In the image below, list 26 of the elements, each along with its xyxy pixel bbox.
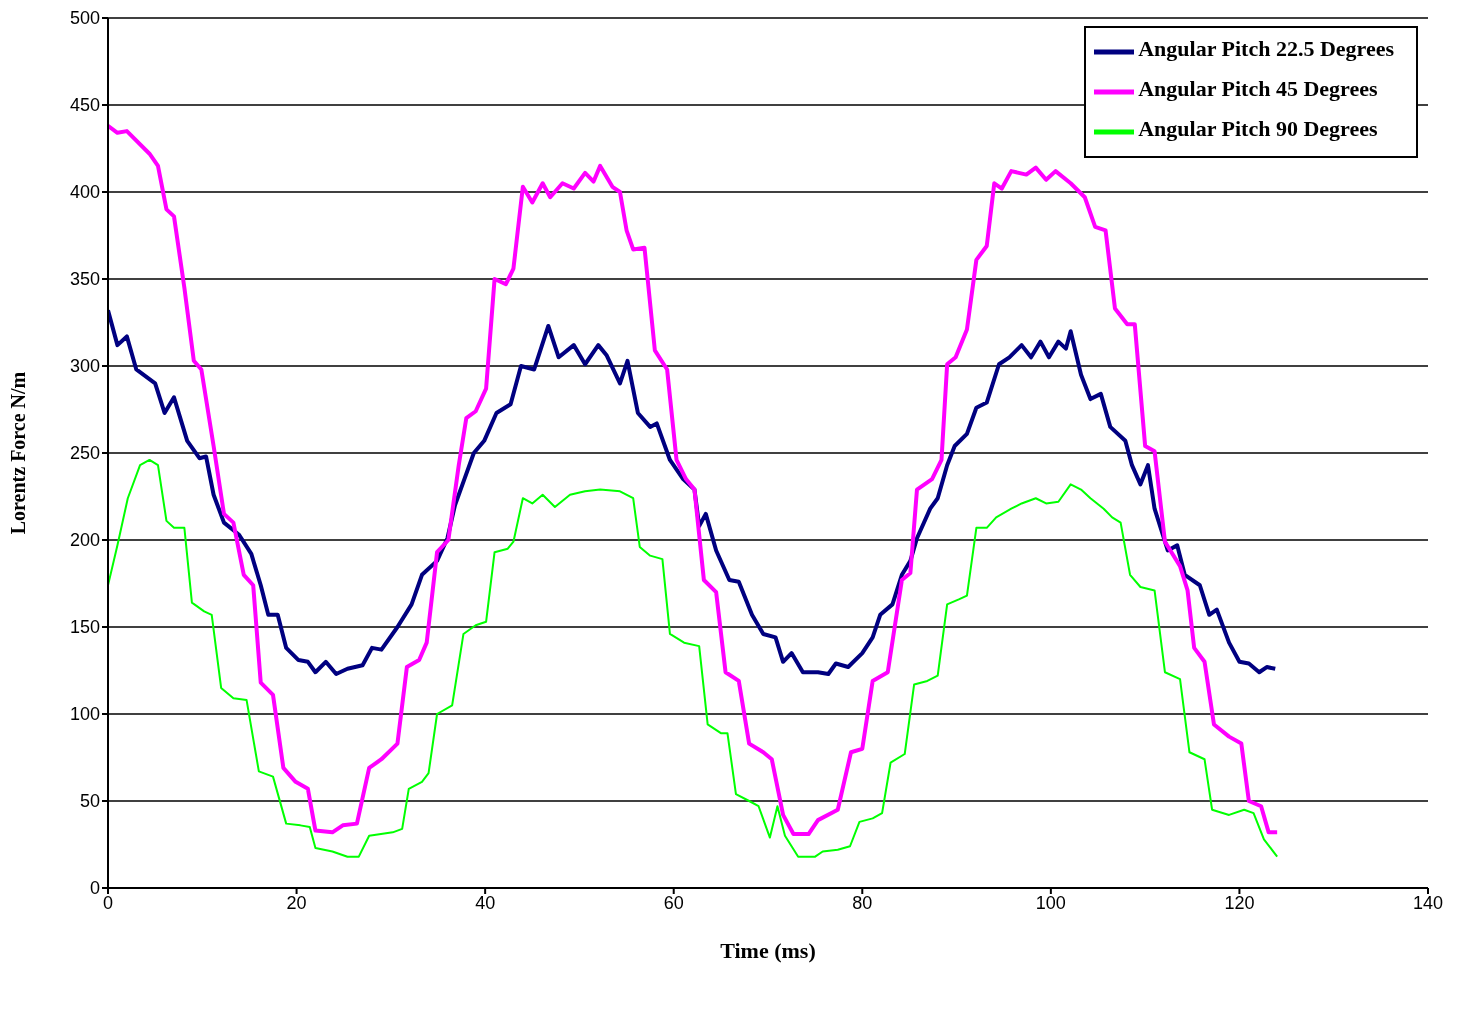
x-axis-title: Time (ms) bbox=[720, 938, 816, 963]
line-series bbox=[108, 308, 1278, 676]
x-tick-label: 80 bbox=[852, 892, 873, 913]
x-tick-label: 40 bbox=[475, 892, 496, 913]
x-tick-label: 120 bbox=[1224, 892, 1255, 913]
x-tick-label: 140 bbox=[1412, 892, 1444, 913]
y-tick-label: 200 bbox=[69, 530, 100, 551]
y-tick-label: 450 bbox=[69, 95, 100, 116]
y-tick-label: 0 bbox=[89, 878, 100, 899]
legend-label: Angular Pitch 90 Degrees bbox=[1138, 116, 1378, 142]
x-tick-label: 100 bbox=[1035, 892, 1066, 913]
x-tick-label: 0 bbox=[102, 892, 114, 913]
legend-label: Angular Pitch 22.5 Degrees bbox=[1138, 36, 1394, 62]
x-tick-label: 20 bbox=[286, 892, 307, 913]
y-tick-label: 150 bbox=[69, 617, 100, 638]
x-tick-label: 60 bbox=[663, 892, 684, 913]
y-tick-label: 50 bbox=[79, 791, 100, 812]
y-tick-label: 250 bbox=[69, 443, 100, 464]
y-tick-label: 500 bbox=[69, 8, 100, 29]
y-tick-label: 350 bbox=[69, 269, 100, 290]
y-tick-label: 300 bbox=[69, 356, 100, 377]
y-tick-label: 400 bbox=[69, 182, 100, 203]
y-tick-label: 100 bbox=[69, 704, 100, 725]
line-series bbox=[108, 458, 1279, 858]
legend-label: Angular Pitch 45 Degrees bbox=[1138, 76, 1378, 102]
y-axis-title: Lorentz Force N/m bbox=[7, 371, 30, 535]
